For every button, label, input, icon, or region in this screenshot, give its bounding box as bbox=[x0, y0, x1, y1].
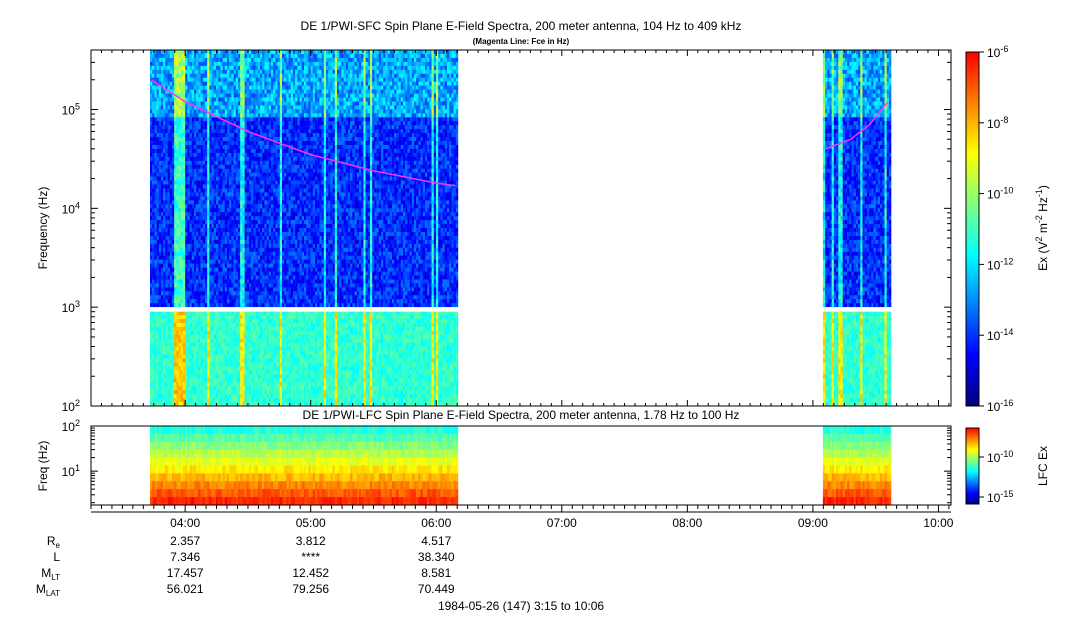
time-tick-label: 10:00 bbox=[923, 516, 953, 530]
bottom-panel-title: DE 1/PWI-LFC Spin Plane E-Field Spectra,… bbox=[303, 408, 740, 422]
lfc-y-tick-label: 101 bbox=[62, 463, 80, 479]
sfc-plot-frame bbox=[90, 49, 952, 407]
time-tick-label: 04:00 bbox=[170, 516, 200, 530]
time-tick-label: 08:00 bbox=[672, 516, 702, 530]
ephemeris-value: 2.357 bbox=[170, 534, 200, 548]
time-tick-label: 09:00 bbox=[798, 516, 828, 530]
sfc-y-axis: 102 103 104 105 bbox=[62, 49, 951, 414]
lfc-colorbar-ticks: 10-10 10-15 bbox=[979, 449, 1013, 505]
ephemeris-value: 3.812 bbox=[296, 534, 326, 548]
time-tick-label: 05:00 bbox=[296, 516, 326, 530]
ephemeris-row-label: MLAT bbox=[36, 582, 60, 598]
ephemeris-value: 17.457 bbox=[167, 566, 204, 580]
sfc-y-tick-label: 103 bbox=[62, 299, 80, 315]
sfc-colorbar-ticks: 10-6 10-8 10-10 10-12 10-14 10-16 bbox=[979, 44, 1013, 414]
ephemeris-value: 79.256 bbox=[292, 582, 329, 596]
sfc-y-tick-label: 104 bbox=[62, 200, 80, 216]
sfc-colorbar-tick-label: 10-6 bbox=[987, 44, 1008, 60]
ephemeris-value: 12.452 bbox=[292, 566, 329, 580]
lfc-colorbar-label: LFC Ex bbox=[1036, 446, 1050, 486]
lfc-colorbar bbox=[965, 427, 980, 505]
ephemeris-row-label: MLT bbox=[41, 566, 60, 582]
time-tick-label: 07:00 bbox=[547, 516, 577, 530]
sfc-spectrogram bbox=[91, 50, 951, 406]
lfc-y-tick-label: 102 bbox=[62, 418, 80, 434]
sfc-y-tick-label: 105 bbox=[62, 102, 80, 118]
time-axis: 04:00 05:00 06:00 07:00 08:00 09:00 10:00 bbox=[90, 50, 954, 530]
ephemeris-value: **** bbox=[301, 550, 320, 564]
ephemeris-value: 38.340 bbox=[418, 550, 455, 564]
sfc-colorbar-tick-label: 10-12 bbox=[987, 256, 1013, 272]
sfc-colorbar bbox=[965, 51, 980, 407]
sfc-y-label: Frequency (Hz) bbox=[36, 187, 50, 270]
fce-line bbox=[150, 79, 889, 187]
sfc-colorbar-label: Ex (V2 m-2 Hz-1) bbox=[1034, 185, 1050, 271]
lfc-spectrogram bbox=[150, 426, 892, 505]
ephemeris-value: 56.021 bbox=[167, 582, 204, 596]
sfc-colorbar-tick-label: 10-10 bbox=[987, 186, 1013, 202]
lfc-y-axis: 101 102 bbox=[62, 418, 951, 504]
footer-time-range: 1984-05-26 (147) 3:15 to 10:06 bbox=[438, 599, 604, 613]
ephemeris-table: Re 2.357 3.812 4.517 L 7.346 **** 38.340 MLT 17.4… bbox=[36, 534, 455, 598]
ephemeris-value: 8.581 bbox=[421, 566, 451, 580]
top-panel-title: DE 1/PWI-SFC Spin Plane E-Field Spectra,… bbox=[301, 19, 742, 33]
ephemeris-row-label: L bbox=[53, 550, 60, 564]
lfc-plot-frame bbox=[90, 425, 952, 506]
sfc-colorbar-tick-label: 10-14 bbox=[987, 327, 1013, 343]
lfc-colorbar-tick-label: 10-15 bbox=[987, 489, 1013, 505]
lfc-y-label: Freq (Hz) bbox=[36, 441, 50, 492]
fce-line-segment bbox=[150, 79, 456, 187]
ephemeris-row-label: Re bbox=[47, 534, 61, 550]
sfc-y-tick-label: 102 bbox=[62, 398, 80, 414]
fce-line-segment bbox=[825, 101, 889, 150]
sfc-colorbar-tick-label: 10-8 bbox=[987, 115, 1008, 131]
ephemeris-value: 4.517 bbox=[421, 534, 451, 548]
ephemeris-value: 7.346 bbox=[170, 550, 200, 564]
top-panel-subtitle: (Magenta Line: Fce in Hz) bbox=[473, 37, 570, 46]
sfc-colorbar-tick-label: 10-16 bbox=[987, 398, 1013, 414]
time-tick-label: 06:00 bbox=[421, 516, 451, 530]
ephemeris-value: 70.449 bbox=[418, 582, 455, 596]
lfc-colorbar-tick-label: 10-10 bbox=[987, 449, 1013, 465]
